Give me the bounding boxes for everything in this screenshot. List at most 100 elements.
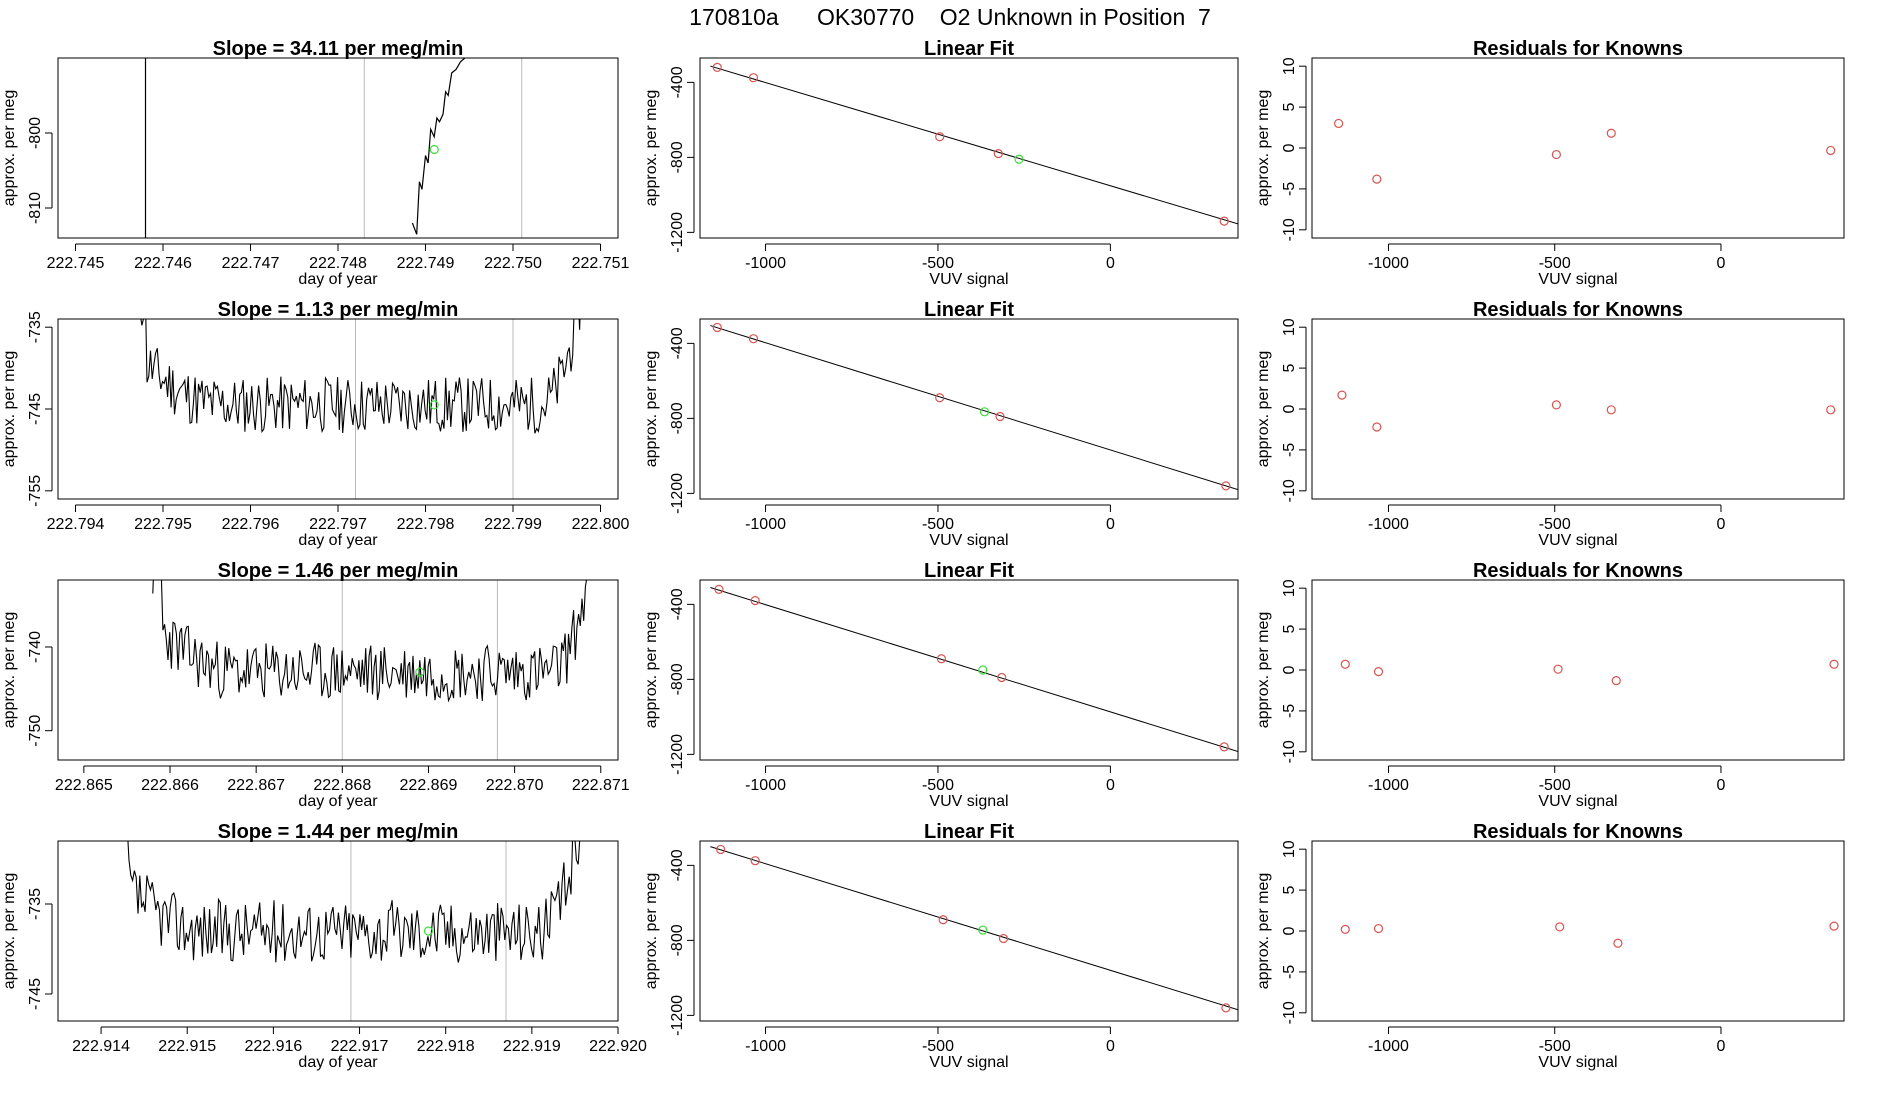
y-axis-label: approx. per meg (643, 90, 660, 207)
panel-title: Slope = 34.11 per meg/min (213, 38, 464, 60)
x-tick-label: 222.749 (397, 255, 455, 272)
x-tick-label: 0 (1717, 777, 1726, 794)
plot-area (127, 841, 581, 1021)
x-tick-label: 222.746 (134, 255, 192, 272)
y-tick-label: 0 (1281, 143, 1298, 152)
plot-frame (1311, 579, 1845, 761)
y-tick-label: 5 (1281, 364, 1298, 373)
y-axis-label: approx. per meg (1255, 90, 1272, 207)
x-tick-label: -500 (922, 1038, 954, 1055)
unknown-point (978, 925, 988, 935)
x-axis-label: VUV signal (1538, 271, 1617, 288)
x-axis-label: VUV signal (929, 793, 1008, 810)
series-line (127, 841, 581, 963)
plot-area (1337, 390, 1836, 432)
y-tick-label: -1200 (669, 995, 686, 1036)
x-tick-label: -500 (922, 777, 954, 794)
known-point (1613, 938, 1623, 948)
x-tick-label: 222.918 (417, 1038, 475, 1055)
x-tick-label: 222.869 (400, 777, 458, 794)
y-tick-label: -5 (1281, 182, 1298, 196)
known-point (712, 62, 722, 72)
panel-residuals-row-4: Residuals for Knowns -1000 -500 0 VUV signal… (1255, 821, 1845, 1071)
y-axis-label: approx. per meg (1, 90, 18, 207)
y-tick-label: 5 (1281, 103, 1298, 112)
y-tick-label: 5 (1281, 625, 1298, 634)
y-tick-label: -10 (1281, 218, 1298, 241)
series-line (411, 58, 466, 235)
x-tick-label: 222.919 (503, 1038, 561, 1055)
unknown-point (429, 144, 439, 155)
y-tick-label: -5 (1281, 443, 1298, 457)
panel-title: Linear Fit (924, 299, 1014, 321)
x-tick-label: 0 (1717, 255, 1726, 272)
panel-residuals-row-2: Residuals for Knowns -1000 -500 0 VUV signal… (1255, 299, 1845, 549)
x-axis-label: VUV signal (929, 1054, 1008, 1071)
y-axis-label: approx. per meg (1255, 612, 1272, 729)
fit-line (710, 846, 1238, 1011)
plot-area (710, 322, 1238, 491)
y-tick-label: -800 (669, 141, 686, 173)
plot-area (710, 584, 1238, 753)
x-tick-label: 0 (1106, 516, 1115, 533)
unknown-point (1014, 154, 1024, 164)
panel-title: Linear Fit (924, 38, 1014, 60)
known-point (1372, 422, 1382, 432)
x-axis-label: day of year (298, 1054, 378, 1071)
known-point (1829, 921, 1839, 931)
y-tick-label: -810 (27, 192, 44, 224)
y-tick-label: -400 (669, 849, 686, 881)
plot-frame (57, 579, 619, 761)
y-tick-label: -740 (27, 631, 44, 663)
known-point (1221, 1003, 1231, 1013)
x-tick-label: -500 (922, 516, 954, 533)
plot-frame (699, 57, 1239, 239)
unknown-point (423, 926, 434, 936)
known-point (1372, 174, 1382, 184)
known-point (1219, 216, 1229, 226)
x-tick-label: -1000 (745, 777, 786, 794)
x-axis-label: day of year (298, 271, 378, 288)
panel-title: Residuals for Knowns (1473, 560, 1683, 582)
x-tick-label: 222.917 (331, 1038, 389, 1055)
x-tick-label: 222.796 (222, 516, 280, 533)
x-tick-label: 222.797 (309, 516, 367, 533)
x-tick-label: 0 (1106, 1038, 1115, 1055)
panel-timeseries-row-3: Slope = 1.46 per meg/min 222.865 222.866 22… (1, 560, 630, 810)
series-line (140, 319, 581, 434)
panel-residuals-row-1: Residuals for Knowns -1000 -500 0 VUV signal… (1255, 38, 1845, 288)
plot-area (140, 319, 581, 499)
fit-line (710, 65, 1238, 225)
y-tick-label: -10 (1281, 479, 1298, 502)
y-axis-label: approx. per meg (1, 873, 18, 990)
y-axis-label: approx. per meg (1255, 351, 1272, 468)
x-tick-label: -1000 (1368, 1038, 1409, 1055)
panel-residuals-row-3: Residuals for Knowns -1000 -500 0 VUV signal… (1255, 560, 1845, 810)
panel-fit-row-2: Linear Fit -1000 -500 0 VUV signal -400 -800 -1… (643, 299, 1239, 549)
x-tick-label: 222.916 (244, 1038, 302, 1055)
x-tick-label: 222.800 (572, 516, 630, 533)
x-tick-label: -500 (1539, 516, 1571, 533)
x-tick-label: -1000 (745, 516, 786, 533)
y-tick-label: -1200 (669, 212, 686, 253)
panel-timeseries-row-4: Slope = 1.44 per meg/min 222.914 222.915 22… (1, 821, 647, 1071)
panel-title: Slope = 1.13 per meg/min (218, 299, 459, 321)
x-tick-label: 222.748 (309, 255, 367, 272)
x-tick-label: 222.795 (134, 516, 192, 533)
y-tick-label: -750 (27, 715, 44, 747)
known-point (1555, 922, 1565, 932)
known-point (1829, 659, 1839, 669)
y-tick-label: -735 (27, 888, 44, 920)
known-point (995, 411, 1005, 422)
known-point (712, 322, 722, 333)
x-tick-label: 0 (1717, 1038, 1726, 1055)
y-tick-label: 0 (1281, 665, 1298, 674)
x-tick-label: -500 (1539, 255, 1571, 272)
panel-fit-row-1: Linear Fit -1000 -500 0 VUV signal -400 -800 -1… (643, 38, 1239, 288)
plot-area (1340, 659, 1839, 686)
x-tick-label: 222.865 (55, 777, 113, 794)
plot-area (152, 580, 588, 760)
plot-frame (57, 840, 619, 1022)
known-point (935, 132, 945, 142)
